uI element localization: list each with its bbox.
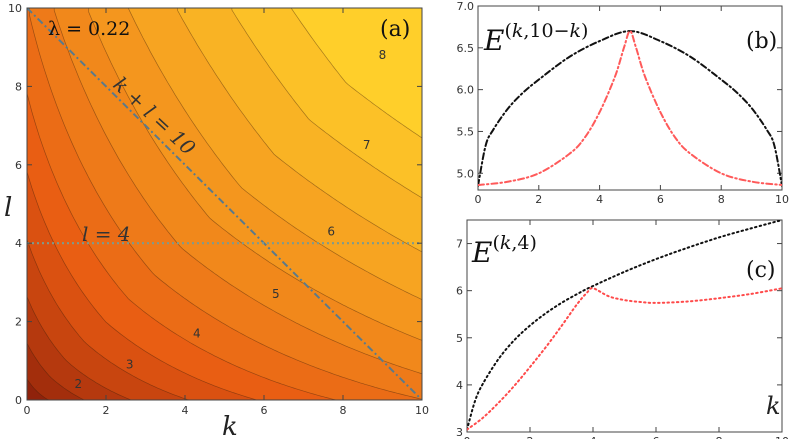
series-c-black xyxy=(467,220,782,431)
contour-label-7: 7 xyxy=(363,138,371,152)
y-tick-label-b: 6.5 xyxy=(457,42,475,55)
x-tick-label-b: 6 xyxy=(657,193,664,206)
contour-label-3: 3 xyxy=(126,358,134,372)
panel-c-frame xyxy=(466,219,783,433)
contour-label-2: 2 xyxy=(75,377,83,391)
y-tick-label-c: 4 xyxy=(456,379,463,392)
panel-a-label: (a) xyxy=(380,17,410,42)
panel-b-label: (b) xyxy=(746,29,777,54)
x-tick-label-b: 10 xyxy=(775,193,789,206)
series-c-red xyxy=(467,287,782,431)
contour-band-15 xyxy=(290,8,422,139)
x-tick-label-c: 10 xyxy=(775,435,789,439)
contour-labels: 2 3 4 5 6 7 8 xyxy=(75,48,387,391)
y-tick-label-a: 10 xyxy=(8,2,22,15)
x-tick-label-a: 8 xyxy=(340,404,347,417)
series-b-black xyxy=(478,30,782,187)
contour-label-6: 6 xyxy=(327,224,335,238)
x-tick-label-a: 6 xyxy=(261,404,268,417)
panel-b-line-chart: 0 2 4 6 8 10 5.0 5.5 6.0 6.5 7.0 E(k,10−k) (b) xyxy=(457,0,789,206)
panel-c-title: E(k,4) xyxy=(471,232,537,269)
x-tick-label-b: 8 xyxy=(718,193,725,206)
x-tick-label-b: 2 xyxy=(535,193,542,206)
panel-c-line-chart: 0 2 4 6 8 10 3 4 5 6 7 E(k,4) (c) k xyxy=(456,219,789,439)
panel-b-series xyxy=(478,30,782,187)
y-tick-label-a: 2 xyxy=(15,316,22,329)
contour-label-5: 5 xyxy=(272,287,280,301)
x-tick-label-c: 4 xyxy=(590,435,597,439)
y-tick-label-b: 6.0 xyxy=(457,84,475,97)
x-axis-label-a: k xyxy=(222,412,238,439)
x-tick-label-c: 2 xyxy=(527,435,534,439)
y-tick-label-c: 7 xyxy=(456,238,463,251)
y-tick-label-b: 7.0 xyxy=(457,0,475,13)
panel-a-ticks: 0 2 4 6 8 10 0 2 4 6 8 10 xyxy=(8,2,429,417)
x-tick-label-b: 4 xyxy=(596,193,603,206)
lambda-annotation: λ = 0.22 xyxy=(48,18,130,40)
x-tick-label-a: 0 xyxy=(24,404,31,417)
reference-lines xyxy=(27,8,422,400)
y-tick-label-a: 0 xyxy=(15,394,22,407)
y-tick-label-c: 3 xyxy=(456,426,463,439)
panel-b-frame xyxy=(477,5,783,191)
panel-a-frame xyxy=(26,7,423,401)
contour-label-8: 8 xyxy=(379,48,387,62)
panel-b-title: E(k,10−k) xyxy=(483,20,588,57)
y-axis-label-a: l xyxy=(4,193,12,223)
contour-label-4: 4 xyxy=(193,326,201,340)
x-tick-label-c: 8 xyxy=(716,435,723,439)
series-b-red xyxy=(478,30,782,186)
x-tick-label-c: 0 xyxy=(464,435,471,439)
x-tick-label-c: 6 xyxy=(653,435,660,439)
x-tick-label-a: 2 xyxy=(103,404,110,417)
y-tick-label-a: 8 xyxy=(15,80,22,93)
panel-c-ticks: 0 2 4 6 8 10 3 4 5 6 7 xyxy=(456,220,789,439)
y-tick-label-c: 5 xyxy=(456,332,463,345)
x-axis-label-c: k xyxy=(766,392,781,420)
y-tick-label-b: 5.5 xyxy=(457,125,475,138)
x-tick-label-a: 10 xyxy=(415,404,429,417)
x-tick-label-a: 4 xyxy=(182,404,189,417)
panel-c-series xyxy=(467,220,782,431)
reference-line-1 xyxy=(27,8,422,400)
line-l-equals-4-label: l = 4 xyxy=(82,222,131,246)
panel-c-label: (c) xyxy=(746,258,776,283)
y-tick-label-a: 6 xyxy=(15,159,22,172)
y-tick-label-c: 6 xyxy=(456,285,463,298)
x-tick-label-b: 0 xyxy=(475,193,482,206)
y-tick-label-b: 5.0 xyxy=(457,167,475,180)
y-tick-label-a: 4 xyxy=(15,237,22,250)
